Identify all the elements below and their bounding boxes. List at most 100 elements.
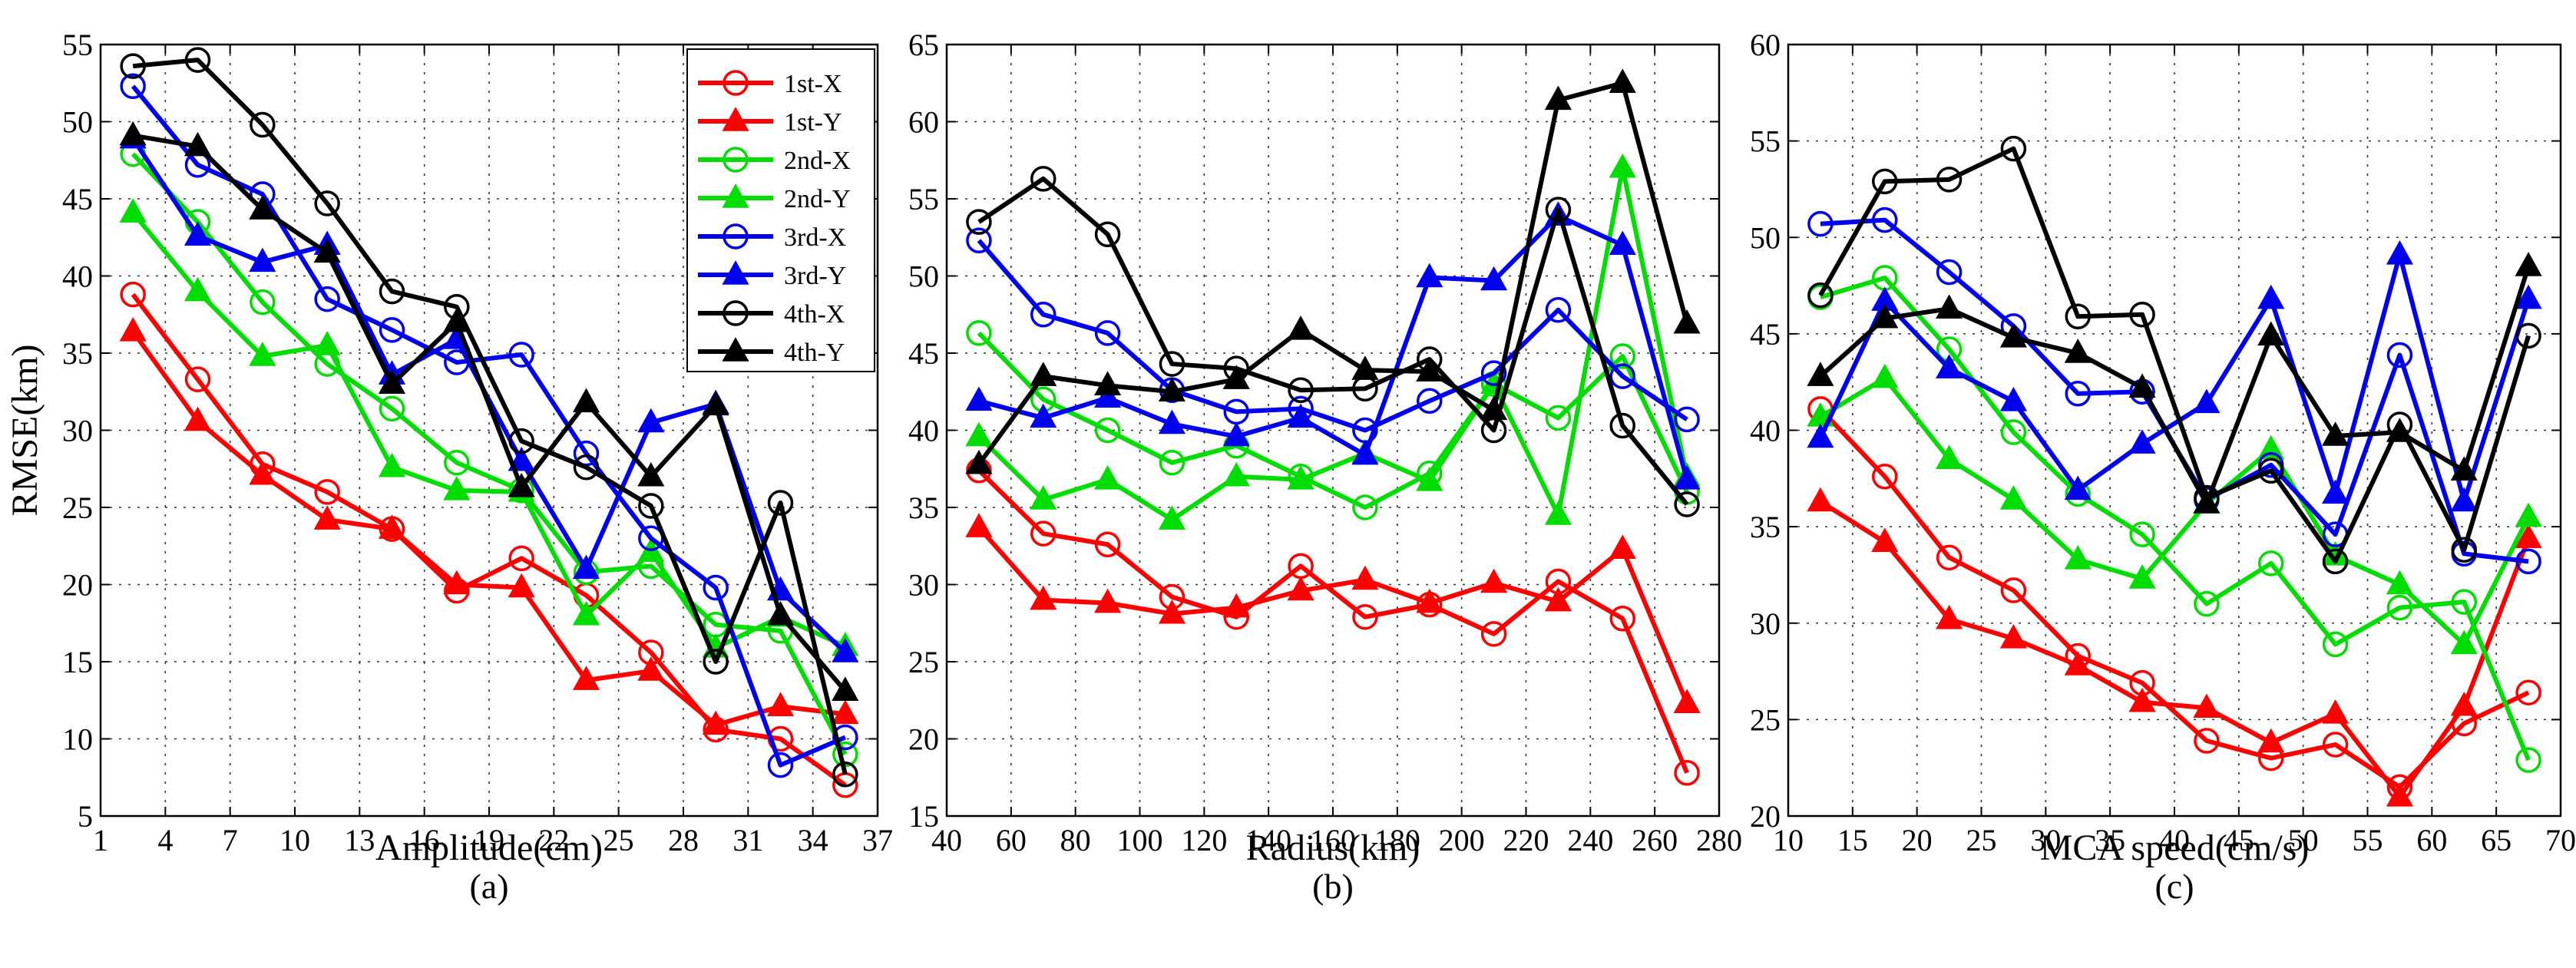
data-point (2386, 782, 2413, 807)
series-3rd-X (966, 227, 1700, 444)
series-2nd-X (1807, 265, 2541, 773)
data-point (1351, 355, 1379, 380)
series-line (1819, 375, 2531, 647)
x-tick-label: 140 (1245, 823, 1291, 857)
legend-entry: 4th-X (698, 300, 845, 329)
data-point (1351, 565, 1379, 590)
data-point (2000, 419, 2027, 445)
x-axis-label: Amplitude(cm) (375, 828, 603, 868)
data-point (2258, 550, 2284, 577)
data-point (314, 286, 340, 312)
data-point (1807, 282, 1834, 309)
data-point (379, 278, 405, 305)
legend-box (686, 48, 875, 372)
x-tick-label: 50 (2288, 823, 2319, 857)
legend-marker (722, 337, 749, 362)
data-point (2129, 521, 2155, 547)
legend-label: 3rd-X (784, 223, 846, 252)
data-point (313, 331, 341, 355)
data-point (443, 307, 471, 332)
data-point (379, 395, 405, 422)
data-point (965, 513, 993, 537)
x-tick-label: 240 (1567, 823, 1613, 857)
data-point (966, 320, 992, 346)
data-point (1936, 604, 1963, 629)
y-tick-label: 55 (62, 28, 93, 62)
x-tick-label: 1 (93, 823, 108, 857)
data-point (766, 600, 795, 626)
data-point (444, 449, 470, 476)
data-point (2128, 687, 2156, 712)
legend-marker (723, 147, 749, 173)
series-1st-X (966, 458, 1700, 786)
data-point (120, 73, 146, 100)
y-tick-label: 20 (908, 722, 939, 757)
data-point (1352, 494, 1378, 520)
x-tick-label: 10 (279, 823, 310, 857)
data-point (249, 460, 276, 485)
series-3rd-X (120, 73, 858, 778)
data-point (2064, 475, 2092, 501)
panel-label: (a) (469, 867, 508, 906)
x-tick-label: 7 (223, 823, 238, 857)
data-point (508, 428, 534, 454)
y-tick-label: 35 (62, 336, 93, 371)
data-point (1480, 360, 1507, 386)
data-point (1674, 406, 1700, 433)
data-point (1159, 449, 1185, 476)
x-tick-label: 31 (732, 823, 763, 857)
data-point (1609, 230, 1636, 256)
data-point (2322, 548, 2349, 575)
data-point (2450, 691, 2478, 716)
data-point (1936, 354, 1963, 378)
data-point (2193, 388, 2221, 414)
data-point (703, 649, 729, 675)
series-1st-Y (1807, 487, 2542, 807)
x-tick-label: 70 (2545, 823, 2576, 857)
legend-marker (722, 107, 749, 131)
legend-entry: 4th-Y (698, 337, 845, 367)
data-point (1674, 491, 1700, 517)
y-tick-label: 55 (1750, 124, 1781, 159)
data-point (250, 289, 276, 316)
data-point (702, 391, 729, 416)
data-point (1480, 395, 1508, 421)
x-tick-label: 160 (1310, 823, 1356, 857)
data-point (1030, 403, 1057, 428)
data-point (1807, 210, 1834, 237)
series-line (1820, 217, 2529, 564)
data-point (119, 121, 147, 146)
data-point (1030, 302, 1057, 328)
y-tick-label: 30 (1750, 606, 1781, 641)
data-point (1871, 363, 1899, 388)
data-point (2194, 728, 2220, 754)
data-point (1544, 85, 1572, 111)
data-point (1807, 362, 1834, 386)
data-point (1999, 485, 2027, 510)
data-point (572, 600, 600, 626)
legend-marker (723, 70, 749, 96)
data-point (249, 247, 276, 273)
x-tick-label: 65 (2481, 823, 2512, 857)
data-point (2064, 651, 2092, 676)
data-point (2258, 458, 2284, 484)
data-point (2322, 421, 2349, 446)
data-point (1999, 624, 2027, 649)
panel-label: (b) (1312, 867, 1354, 906)
y-tick-label: 50 (62, 105, 93, 140)
data-point (313, 238, 341, 263)
x-tick-label: 10 (1773, 823, 1804, 857)
data-point (2128, 564, 2156, 589)
x-tick-label: 20 (1902, 823, 1933, 857)
x-axis-label: Radius(km) (1246, 828, 1420, 868)
data-point (1609, 153, 1636, 178)
x-tick-label: 35 (2095, 823, 2125, 857)
data-point (1871, 527, 1899, 552)
data-point (2386, 570, 2413, 595)
data-point (1544, 586, 1572, 612)
legend-entry: 2nd-Y (698, 183, 851, 213)
data-point (703, 574, 729, 601)
data-point (2451, 537, 2477, 563)
data-point (2193, 489, 2221, 514)
x-tick-label: 22 (538, 823, 569, 857)
